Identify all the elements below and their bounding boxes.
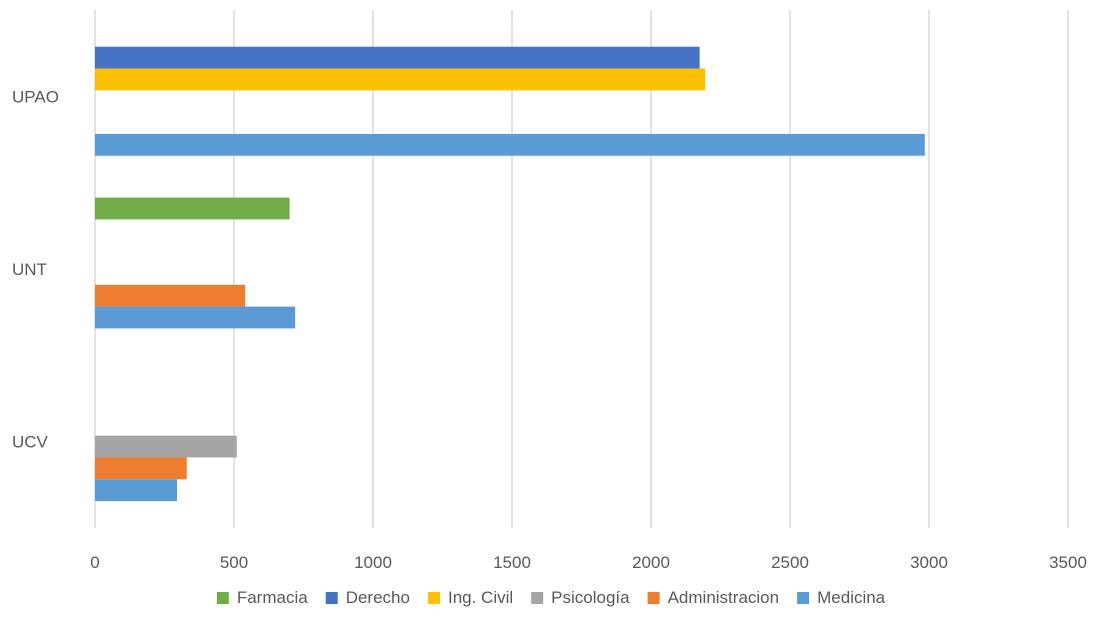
- legend-swatch: [325, 592, 338, 604]
- x-tick-label: 500: [220, 553, 248, 572]
- legend: Farmacia Derecho Ing. Civil Psicología Admin…: [216, 588, 886, 607]
- x-axis-ticks: 0 500 1000 1500 2000 2500 3000 3500: [90, 553, 1087, 572]
- x-tick-label: 1000: [354, 553, 392, 572]
- x-tick-label: 0: [90, 553, 99, 572]
- bar-farmacia-unt: [95, 197, 290, 220]
- legend-label: Medicina: [817, 588, 886, 607]
- gridlines: [94, 10, 1069, 528]
- category-label: UCV: [12, 433, 49, 452]
- legend-swatch: [427, 592, 440, 604]
- legend-swatch: [216, 592, 229, 604]
- bar-psicolog-a-ucv: [95, 435, 237, 458]
- bar-administracion-ucv: [95, 457, 187, 480]
- x-tick-label: 3500: [1049, 553, 1087, 572]
- bar-ing-civil-upao: [95, 68, 706, 91]
- x-tick-label: 1500: [493, 553, 531, 572]
- x-tick-label: 3000: [910, 553, 948, 572]
- bars: [95, 46, 925, 502]
- legend-label: Derecho: [346, 588, 410, 607]
- bar-medicina-ucv: [95, 479, 178, 502]
- legend-label: Administracion: [668, 588, 780, 607]
- bar-derecho-upao: [95, 46, 700, 69]
- legend-label: Farmacia: [237, 588, 308, 607]
- legend-label: Psicología: [551, 588, 630, 607]
- x-tick-label: 2000: [632, 553, 670, 572]
- legend-swatch: [531, 592, 544, 604]
- x-tick-label: 2500: [771, 553, 809, 572]
- legend-label: Ing. Civil: [448, 588, 513, 607]
- legend-swatch: [797, 592, 810, 604]
- y-axis-categories: UPAO UNT UCV: [12, 87, 59, 451]
- category-label: UPAO: [12, 87, 59, 106]
- bar-administracion-unt: [95, 284, 246, 307]
- bar-medicina-unt: [95, 306, 296, 329]
- category-label: UNT: [12, 260, 47, 279]
- bar-medicina-upao: [95, 133, 925, 156]
- legend-swatch: [647, 592, 660, 604]
